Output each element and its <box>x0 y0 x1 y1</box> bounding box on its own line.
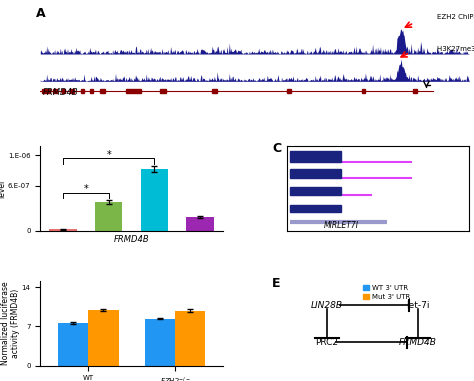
Text: A: A <box>36 7 46 20</box>
Bar <box>141 169 168 231</box>
Legend: WT 3' UTR, Mut 3' UTR: WT 3' UTR, Mut 3' UTR <box>363 285 410 300</box>
Y-axis label: Normalized transcript
level: Normalized transcript level <box>0 147 7 231</box>
Bar <box>90 89 92 93</box>
Bar <box>160 89 165 93</box>
Y-axis label: Normalized luciferase
activity (FRMD4B): Normalized luciferase activity (FRMD4B) <box>1 282 20 365</box>
Text: FRMD4B: FRMD4B <box>399 338 437 347</box>
Bar <box>291 150 341 162</box>
Bar <box>291 205 341 212</box>
Text: PRC2: PRC2 <box>315 338 338 347</box>
Text: MIRLET7I: MIRLET7I <box>324 221 359 230</box>
Bar <box>70 89 74 93</box>
Bar <box>126 89 141 93</box>
Bar <box>186 217 214 231</box>
Bar <box>58 323 88 366</box>
Bar <box>291 169 341 178</box>
Text: let-7i: let-7i <box>406 301 430 309</box>
Bar <box>413 89 417 93</box>
Text: EZH2 ChIP-seq: EZH2 ChIP-seq <box>437 14 474 20</box>
Bar <box>49 229 77 231</box>
Bar <box>53 89 56 93</box>
Bar <box>88 310 118 366</box>
Bar <box>100 89 106 93</box>
Bar <box>212 89 217 93</box>
Bar <box>287 89 291 93</box>
Text: FRMD4B: FRMD4B <box>114 235 149 244</box>
Bar <box>43 89 50 93</box>
Bar <box>145 319 175 366</box>
Text: *: * <box>83 184 88 194</box>
Text: FRMD4B: FRMD4B <box>43 88 78 97</box>
Bar <box>175 311 205 366</box>
Bar <box>62 89 65 93</box>
Text: LIN28B: LIN28B <box>311 301 343 309</box>
Bar <box>81 89 84 93</box>
Text: H3K27me3 ChIP-seq: H3K27me3 ChIP-seq <box>437 46 474 53</box>
Bar <box>291 187 341 195</box>
Bar <box>362 89 365 93</box>
Text: *: * <box>106 150 111 160</box>
Legend: WT - Dox, WT + Dox, EZH2 -/-, - Dox, EZH2 -/-, + Dox: WT - Dox, WT + Dox, EZH2 -/-, - Dox, EZH… <box>381 148 438 174</box>
Text: C: C <box>272 142 281 155</box>
Text: E: E <box>272 277 281 290</box>
Bar <box>95 202 122 231</box>
